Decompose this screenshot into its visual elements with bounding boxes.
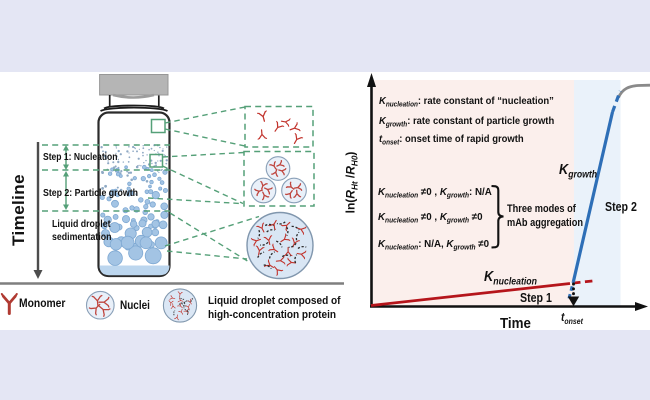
svg-text:ln(RHt /RH0): ln(RHt /RH0) bbox=[344, 152, 360, 214]
svg-text:Timeline: Timeline bbox=[9, 174, 28, 246]
